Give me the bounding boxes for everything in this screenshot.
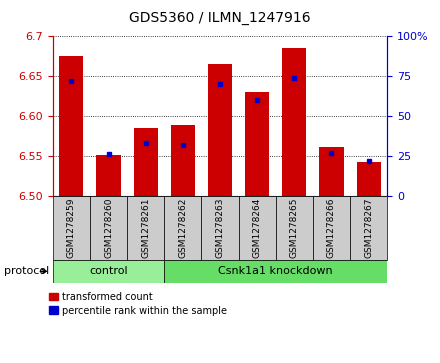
- Bar: [127, 196, 164, 260]
- Bar: [276, 196, 313, 260]
- Text: GSM1278267: GSM1278267: [364, 197, 373, 258]
- Bar: [96, 155, 121, 196]
- Bar: [319, 147, 344, 196]
- Bar: [356, 163, 381, 196]
- Bar: [238, 196, 276, 260]
- Text: GDS5360 / ILMN_1247916: GDS5360 / ILMN_1247916: [129, 11, 311, 25]
- Bar: [134, 128, 158, 196]
- Bar: [164, 260, 387, 283]
- Bar: [90, 196, 127, 260]
- Bar: [164, 196, 202, 260]
- Bar: [245, 92, 269, 196]
- Bar: [282, 48, 306, 196]
- Text: GSM1278266: GSM1278266: [327, 197, 336, 258]
- Text: GSM1278259: GSM1278259: [67, 197, 76, 258]
- Bar: [313, 196, 350, 260]
- Bar: [202, 196, 238, 260]
- Text: GSM1278260: GSM1278260: [104, 197, 113, 258]
- Bar: [208, 64, 232, 196]
- Legend: transformed count, percentile rank within the sample: transformed count, percentile rank withi…: [49, 291, 227, 315]
- Text: GSM1278261: GSM1278261: [141, 197, 150, 258]
- Bar: [53, 196, 90, 260]
- Text: GSM1278263: GSM1278263: [216, 197, 224, 258]
- Text: GSM1278262: GSM1278262: [178, 197, 187, 258]
- Text: protocol: protocol: [4, 266, 50, 276]
- Bar: [171, 125, 195, 196]
- Bar: [59, 56, 84, 196]
- Text: GSM1278264: GSM1278264: [253, 197, 262, 258]
- Bar: [350, 196, 387, 260]
- Text: GSM1278265: GSM1278265: [290, 197, 299, 258]
- Text: control: control: [89, 266, 128, 276]
- Text: Csnk1a1 knockdown: Csnk1a1 knockdown: [218, 266, 333, 276]
- Bar: [53, 260, 164, 283]
